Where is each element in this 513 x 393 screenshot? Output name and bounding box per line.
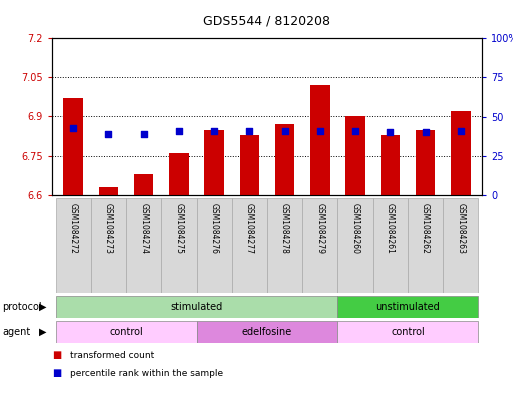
Point	[281, 128, 289, 134]
Bar	[205, 130, 224, 195]
Text: GDS5544 / 8120208: GDS5544 / 8120208	[204, 15, 330, 28]
Bar	[451, 111, 470, 195]
Bar	[55, 198, 91, 293]
Point	[69, 125, 77, 131]
Point	[457, 128, 465, 134]
Text: GSM1084262: GSM1084262	[421, 203, 430, 253]
Text: transformed count: transformed count	[70, 351, 154, 360]
Bar	[338, 321, 479, 343]
Bar	[98, 187, 118, 195]
Bar	[381, 135, 400, 195]
Bar	[232, 198, 267, 293]
Text: edelfosine: edelfosine	[242, 327, 292, 337]
Bar	[55, 321, 196, 343]
Point	[210, 128, 218, 134]
Text: GSM1084275: GSM1084275	[174, 203, 183, 254]
Point	[351, 128, 359, 134]
Bar	[64, 98, 83, 195]
Text: unstimulated: unstimulated	[376, 302, 440, 312]
Bar	[240, 135, 259, 195]
Bar	[338, 296, 479, 318]
Text: ■: ■	[52, 368, 61, 378]
Point	[140, 130, 148, 137]
Text: GSM1084274: GSM1084274	[139, 203, 148, 254]
Text: GSM1084278: GSM1084278	[280, 203, 289, 253]
Point	[245, 128, 253, 134]
Bar	[302, 198, 338, 293]
Text: ■: ■	[52, 350, 61, 360]
Text: GSM1084260: GSM1084260	[350, 203, 360, 254]
Text: ▶: ▶	[40, 302, 47, 312]
Bar	[408, 198, 443, 293]
Text: GSM1084277: GSM1084277	[245, 203, 254, 254]
Bar	[196, 321, 338, 343]
Text: percentile rank within the sample: percentile rank within the sample	[70, 369, 223, 378]
Bar	[267, 198, 302, 293]
Bar	[55, 296, 338, 318]
Text: ▶: ▶	[40, 327, 47, 337]
Bar	[338, 198, 373, 293]
Bar	[416, 130, 436, 195]
Bar	[169, 153, 189, 195]
Text: agent: agent	[3, 327, 31, 337]
Text: GSM1084263: GSM1084263	[457, 203, 465, 254]
Point	[104, 130, 112, 137]
Bar	[134, 174, 153, 195]
Bar	[345, 116, 365, 195]
Bar	[161, 198, 196, 293]
Text: GSM1084261: GSM1084261	[386, 203, 395, 253]
Bar	[275, 124, 294, 195]
Point	[386, 129, 394, 135]
Bar	[443, 198, 479, 293]
Bar	[373, 198, 408, 293]
Point	[422, 129, 430, 135]
Bar	[91, 198, 126, 293]
Text: GSM1084273: GSM1084273	[104, 203, 113, 254]
Bar	[126, 198, 161, 293]
Text: control: control	[391, 327, 425, 337]
Text: stimulated: stimulated	[170, 302, 223, 312]
Point	[175, 128, 183, 134]
Text: protocol: protocol	[3, 302, 42, 312]
Text: GSM1084272: GSM1084272	[69, 203, 77, 253]
Text: GSM1084279: GSM1084279	[315, 203, 324, 254]
Bar	[196, 198, 232, 293]
Bar	[310, 85, 329, 195]
Text: control: control	[109, 327, 143, 337]
Text: GSM1084276: GSM1084276	[210, 203, 219, 254]
Point	[316, 128, 324, 134]
